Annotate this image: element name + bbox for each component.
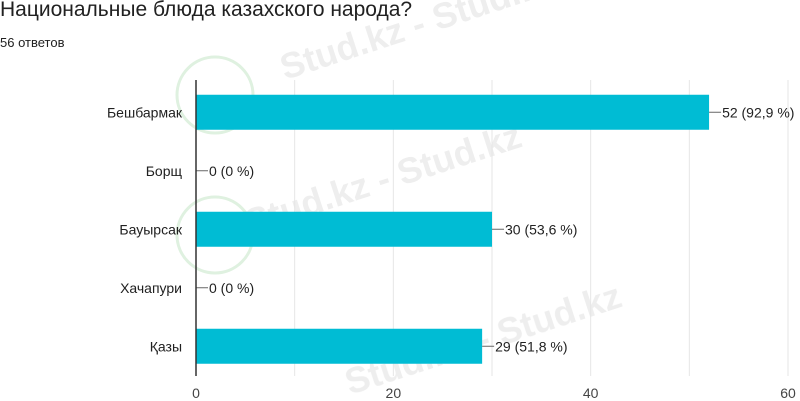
- category-label: Бауырсак: [119, 221, 182, 237]
- bar: [196, 328, 483, 364]
- category-label: Бешбармак: [107, 104, 183, 120]
- bars: [196, 94, 710, 364]
- data-label: 52 (92,9 %): [722, 104, 794, 120]
- bar: [196, 211, 492, 247]
- bar: [196, 94, 710, 130]
- x-tick-label: 60: [780, 385, 796, 401]
- x-tick-labels: 0 20 40 60: [192, 385, 796, 401]
- x-tick-label: 40: [583, 385, 599, 401]
- data-label: 0 (0 %): [209, 163, 254, 179]
- category-labels: Бешбармак Борщ Бауырсак Хачапури Қазы: [107, 104, 183, 354]
- category-label: Қазы: [150, 338, 182, 354]
- chart-title: Национальные блюда казахского народа?: [0, 0, 413, 21]
- response-count: 56 ответов: [0, 35, 65, 50]
- data-label: 29 (51,8 %): [495, 338, 567, 354]
- data-label: 0 (0 %): [209, 280, 254, 296]
- category-label: Хачапури: [120, 280, 182, 296]
- x-tick-label: 20: [386, 385, 402, 401]
- data-label: 30 (53,6 %): [505, 221, 577, 237]
- data-labels: 52 (92,9 %) 0 (0 %) 30 (53,6 %) 0 (0 %) 29 (…: [196, 104, 794, 354]
- category-label: Борщ: [146, 163, 183, 179]
- x-tick-label: 0: [192, 385, 200, 401]
